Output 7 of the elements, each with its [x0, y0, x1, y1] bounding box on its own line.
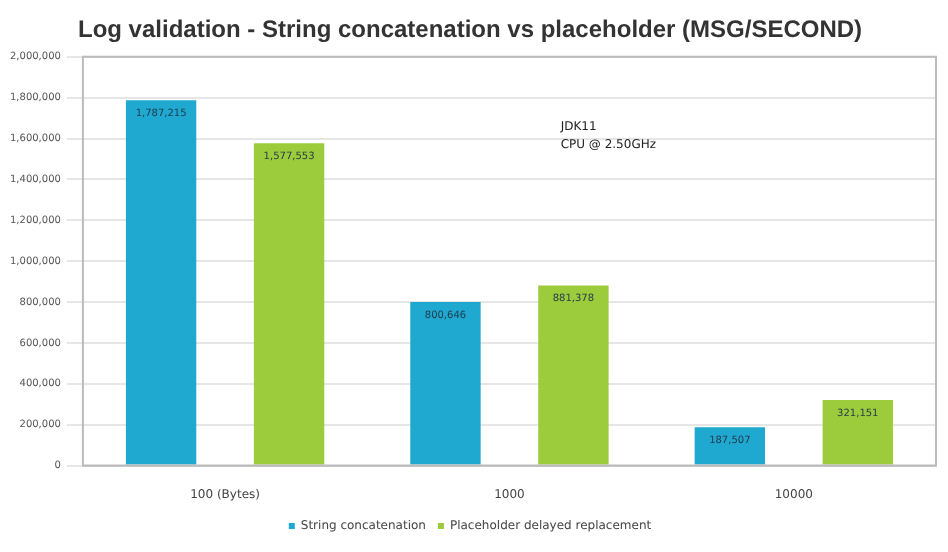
bar — [253, 143, 325, 465]
bar — [694, 427, 766, 465]
bar — [538, 285, 609, 465]
bar — [822, 399, 893, 465]
chart-title: Log validation - String concatenation vs placeholder (MSG/SECOND) — [77, 15, 863, 44]
bar — [410, 301, 481, 465]
bar — [125, 100, 197, 465]
